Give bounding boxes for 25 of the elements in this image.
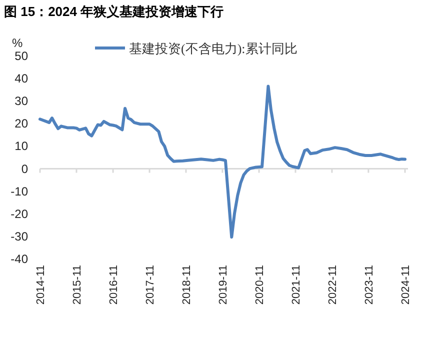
y-tick-label: 20 [14,116,28,131]
x-tick-label: 2021-11 [290,265,302,305]
y-tick-label: -10 [10,184,28,198]
y-tick-label: 40 [14,72,28,86]
x-tick-label: 2016-11 [108,265,120,305]
y-tick-label: -20 [10,206,28,221]
y-axis-title: % [12,36,23,50]
chart-title: 图 15：2024 年狭义基建投资增速下行 [4,4,224,19]
x-tick-label: 2019-11 [217,265,230,305]
y-tick-label: 10 [14,139,28,154]
y-tick-label: 50 [14,49,28,63]
legend-label: 基建投资(不含电力):累计同比 [129,41,298,56]
x-tick-label: 2020-11 [254,265,266,305]
y-tick-label: 0 [21,162,28,176]
y-tick-label: 30 [14,94,28,108]
y-tick-label: -30 [10,229,28,244]
x-tick-label: 2018-11 [180,265,193,305]
line-series [38,84,406,239]
x-tick-label: 2017-11 [144,265,157,305]
x-tick-label: 2022-11 [326,265,339,305]
x-tick-label: 2024-11 [400,265,412,305]
x-tick-label: 2015-11 [71,265,84,305]
y-tick-label: -40 [10,252,28,266]
x-tick-label: 2023-11 [363,265,376,305]
x-tick-label: 2014-11 [35,265,47,305]
